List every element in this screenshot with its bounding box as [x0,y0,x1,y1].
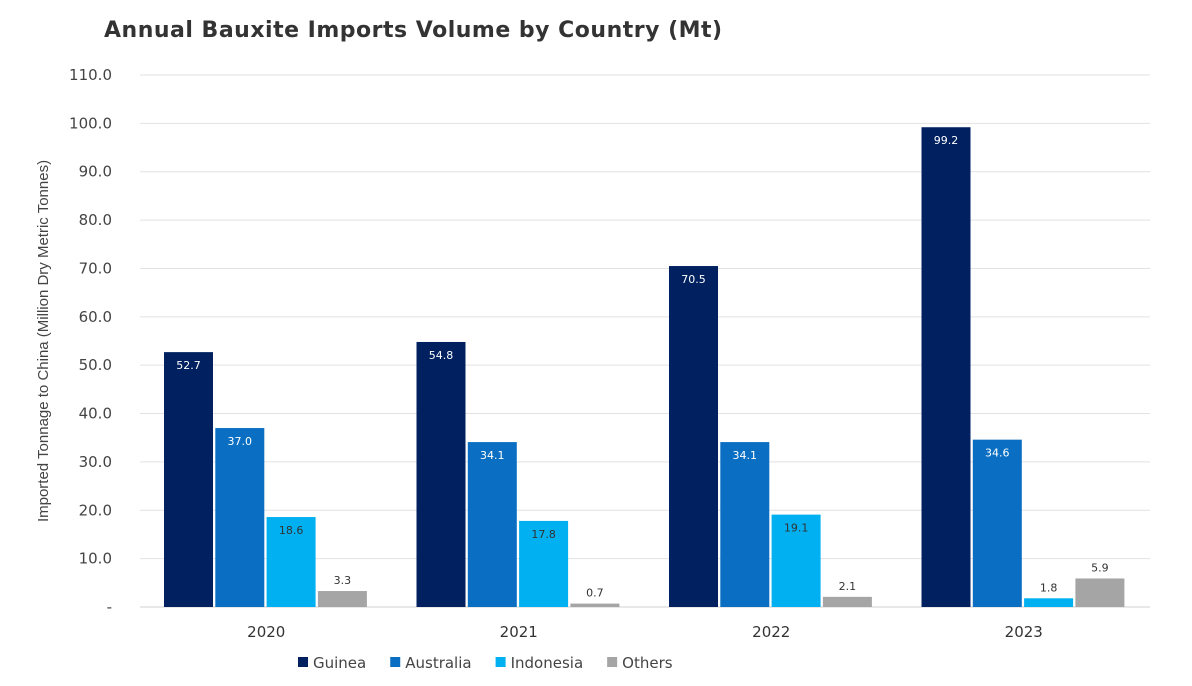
bar-australia [467,442,517,607]
bar-others [570,603,620,607]
data-label: 5.9 [1091,561,1109,574]
bar-others [822,596,872,607]
y-tick-label: 90.0 [79,163,112,181]
data-label: 99.2 [934,134,959,147]
legend-label: Guinea [313,654,366,672]
data-label: 37.0 [228,435,253,448]
y-tick-label: - [107,598,112,616]
bar-others [317,591,367,607]
y-tick-label: 100.0 [69,114,112,132]
x-tick-label: 2021 [500,623,538,641]
chart-title: Annual Bauxite Imports Volume by Country… [104,18,723,43]
bar-australia [972,439,1022,607]
data-label: 2.1 [839,580,857,593]
data-label: 19.1 [784,522,809,535]
bar-guinea [669,266,718,607]
bar-guinea [164,352,213,607]
bar-indonesia [266,517,316,607]
y-tick-label: 10.0 [79,550,112,568]
data-label: 34.1 [480,449,505,462]
data-label: 34.6 [985,447,1010,460]
data-label: 17.8 [531,528,556,541]
bar-guinea [416,341,466,607]
y-tick-label: 110.0 [69,66,112,84]
y-tick-label: 40.0 [79,405,112,423]
legend-swatch-guinea [298,657,308,667]
data-label: 54.8 [429,349,454,362]
y-tick-label: 70.0 [79,259,112,277]
bar-australia [215,428,265,607]
data-label: 52.7 [176,359,201,372]
y-tick-label: 30.0 [79,453,112,471]
bar-indonesia [771,514,821,607]
y-tick-label: 50.0 [79,356,112,374]
x-tick-label: 2020 [247,623,285,641]
bars: 52.7 37.0 18.6 3.3 54.8 34.1 17.8 0.7 70.5 34.1 19… [164,127,1125,607]
legend-label: Indonesia [511,654,584,672]
data-label: 70.5 [681,273,706,286]
bar-others [1075,578,1125,607]
data-label: 0.7 [586,587,604,600]
x-tick-label: 2023 [1005,623,1043,641]
bar-indonesia [1024,598,1074,607]
x-tick-label: 2022 [752,623,790,641]
y-tick-label: 60.0 [79,308,112,326]
y-axis-ticks: - 10.0 20.0 30.0 40.0 50.0 60.0 70.0 80.0 90.0 100… [69,66,112,616]
data-label: 1.8 [1040,581,1058,594]
data-label: 18.6 [279,524,304,537]
legend-label: Australia [405,654,471,672]
data-label: 3.3 [334,574,352,587]
bar-indonesia [519,520,569,607]
y-axis-label: Imported Tonnage to China (Million Dry M… [35,160,52,522]
bar-guinea [921,127,971,607]
legend-swatch-australia [390,657,401,667]
legend: Guinea Australia Indonesia Others [298,654,673,672]
legend-label: Others [622,654,673,672]
bar-australia [720,442,770,607]
y-tick-label: 80.0 [79,211,112,229]
x-axis-ticks: 2020 2021 2022 2023 [247,623,1043,641]
legend-swatch-indonesia [495,657,506,667]
legend-swatch-others [607,657,618,667]
y-tick-label: 20.0 [79,501,112,519]
data-label: 34.1 [733,449,758,462]
